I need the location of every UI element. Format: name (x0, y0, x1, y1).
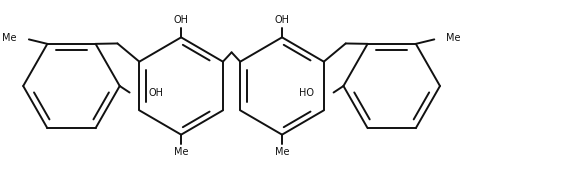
Text: OH: OH (174, 15, 189, 25)
Text: OH: OH (149, 88, 164, 98)
Text: Me: Me (174, 147, 188, 157)
Text: Me: Me (446, 33, 461, 43)
Text: Me: Me (2, 33, 17, 43)
Text: OH: OH (274, 15, 289, 25)
Text: Me: Me (275, 147, 289, 157)
Text: HO: HO (300, 88, 314, 98)
